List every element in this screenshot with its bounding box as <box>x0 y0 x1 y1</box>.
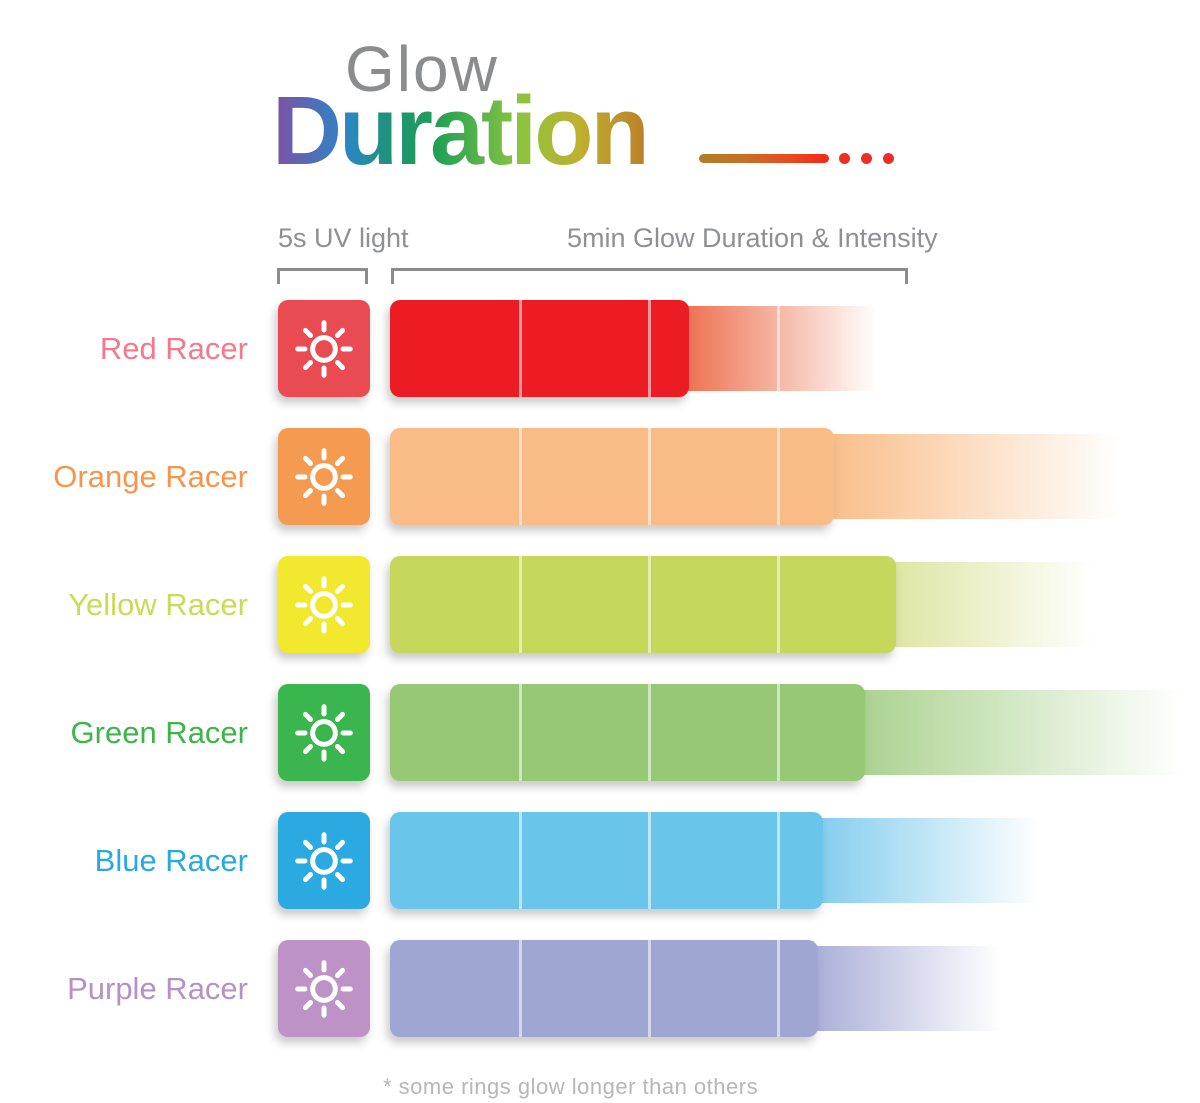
title-line1: Glow <box>345 33 499 105</box>
segment-divider <box>648 684 651 781</box>
uv-light-cell <box>278 940 370 1037</box>
segment-divider <box>777 428 780 525</box>
racer-label: Blue Racer <box>94 842 248 878</box>
tail-dot <box>861 153 872 164</box>
segment-divider <box>777 940 780 1037</box>
sun-icon <box>295 831 353 890</box>
segment-divider <box>648 556 651 653</box>
uv-column-header: 5s UV light <box>278 223 409 253</box>
glow-duration-bar <box>390 428 834 525</box>
title-tail-line <box>699 154 829 163</box>
uv-light-cell <box>278 556 370 653</box>
racer-row: Purple Racer <box>0 940 1200 1037</box>
glow-fade-bar <box>804 946 1009 1031</box>
racer-row: Blue Racer <box>0 812 1200 909</box>
glow-duration-bar <box>390 556 896 653</box>
segment-divider <box>777 684 780 781</box>
uv-bracket <box>277 268 368 284</box>
sun-icon <box>295 575 353 634</box>
racer-label: Yellow Racer <box>68 586 248 622</box>
segment-divider <box>648 300 651 397</box>
segment-divider <box>519 556 522 653</box>
segment-divider <box>777 812 780 909</box>
glow-fade-bar <box>820 434 1133 519</box>
racer-label: Red Racer <box>99 330 248 366</box>
uv-light-cell <box>278 428 370 525</box>
segment-divider <box>648 940 651 1037</box>
segment-divider <box>648 812 651 909</box>
glow-column-header: 5min Glow Duration & Intensity <box>567 223 938 253</box>
glow-duration-bar <box>390 684 865 781</box>
sun-icon <box>295 319 353 378</box>
glow-duration-bar <box>390 812 823 909</box>
racer-row: Green Racer <box>0 684 1200 781</box>
glow-fade-bar <box>851 690 1195 775</box>
uv-light-cell <box>278 684 370 781</box>
segment-divider <box>519 428 522 525</box>
racer-label: Green Racer <box>70 714 248 750</box>
segment-divider <box>519 812 522 909</box>
racer-label: Orange Racer <box>53 458 248 494</box>
racer-row: Red Racer <box>0 300 1200 397</box>
title-line2: Duration <box>272 76 650 185</box>
segment-divider <box>648 428 651 525</box>
uv-light-cell <box>278 300 370 397</box>
segment-divider <box>519 940 522 1037</box>
tail-dot <box>883 153 894 164</box>
segment-divider <box>519 684 522 781</box>
racer-row: Yellow Racer <box>0 556 1200 653</box>
glow-duration-bar <box>390 300 689 397</box>
segment-divider <box>519 300 522 397</box>
sun-icon <box>295 959 353 1018</box>
sun-icon <box>295 703 353 762</box>
uv-light-cell <box>278 812 370 909</box>
glow-fade-bar <box>809 818 1050 903</box>
glow-fade-bar <box>675 306 885 391</box>
glow-bracket <box>391 268 908 284</box>
sun-icon <box>295 447 353 506</box>
segment-divider <box>777 306 780 391</box>
racer-row: Orange Racer <box>0 428 1200 525</box>
segment-divider <box>777 556 780 653</box>
glow-fade-bar <box>882 562 1102 647</box>
glow-duration-bar <box>390 940 818 1037</box>
racer-label: Purple Racer <box>67 970 248 1006</box>
tail-dot <box>839 153 850 164</box>
footnote: * some rings glow longer than others <box>383 1074 759 1099</box>
